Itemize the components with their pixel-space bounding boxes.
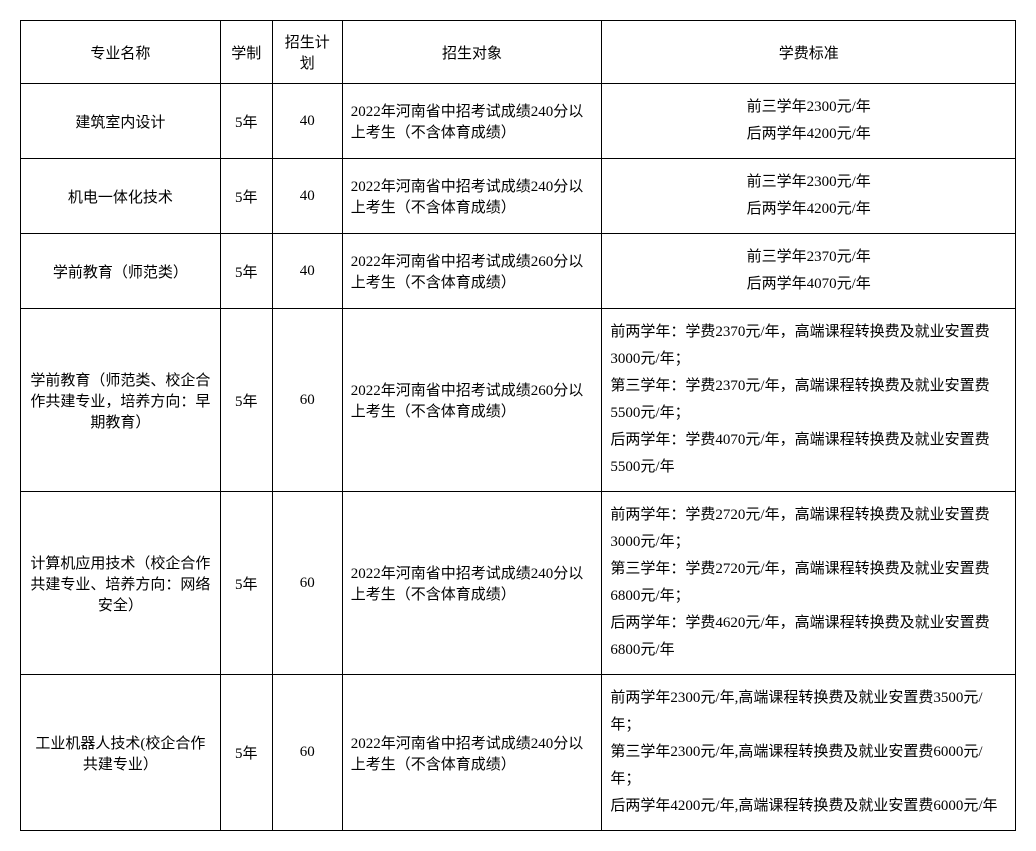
cell-duration: 5年 <box>220 309 272 492</box>
cell-plan: 40 <box>272 159 342 234</box>
cell-duration: 5年 <box>220 492 272 675</box>
tuition-line: 后两学年：学费4620元/年，高端课程转换费及就业安置费6800元/年 <box>610 610 1007 664</box>
table-header-row: 专业名称 学制 招生计划 招生对象 学费标准 <box>21 21 1016 84</box>
cell-target: 2022年河南省中招考试成绩240分以上考生（不含体育成绩） <box>342 84 602 159</box>
cell-plan: 60 <box>272 309 342 492</box>
admission-table: 专业名称 学制 招生计划 招生对象 学费标准 建筑室内设计5年402022年河南… <box>20 20 1016 831</box>
table-row: 学前教育（师范类）5年402022年河南省中招考试成绩260分以上考生（不含体育… <box>21 234 1016 309</box>
tuition-line: 前两学年2300元/年,高端课程转换费及就业安置费3500元/年； <box>610 685 1007 739</box>
cell-plan: 60 <box>272 675 342 831</box>
cell-tuition: 前三学年2370元/年后两学年4070元/年 <box>602 234 1016 309</box>
tuition-line: 前三学年2370元/年 <box>610 244 1007 271</box>
cell-duration: 5年 <box>220 234 272 309</box>
header-major: 专业名称 <box>21 21 221 84</box>
cell-target: 2022年河南省中招考试成绩240分以上考生（不含体育成绩） <box>342 159 602 234</box>
table-row: 机电一体化技术5年402022年河南省中招考试成绩240分以上考生（不含体育成绩… <box>21 159 1016 234</box>
tuition-line: 前两学年：学费2370元/年，高端课程转换费及就业安置费3000元/年； <box>610 319 1007 373</box>
tuition-line: 前三学年2300元/年 <box>610 94 1007 121</box>
cell-major: 工业机器人技术(校企合作共建专业） <box>21 675 221 831</box>
header-target: 招生对象 <box>342 21 602 84</box>
cell-major: 计算机应用技术（校企合作共建专业、培养方向：网络安全） <box>21 492 221 675</box>
table-row: 工业机器人技术(校企合作共建专业）5年602022年河南省中招考试成绩240分以… <box>21 675 1016 831</box>
tuition-line: 第三学年：学费2370元/年，高端课程转换费及就业安置费5500元/年； <box>610 373 1007 427</box>
cell-plan: 60 <box>272 492 342 675</box>
cell-major: 建筑室内设计 <box>21 84 221 159</box>
cell-tuition: 前三学年2300元/年后两学年4200元/年 <box>602 84 1016 159</box>
table-row: 计算机应用技术（校企合作共建专业、培养方向：网络安全）5年602022年河南省中… <box>21 492 1016 675</box>
tuition-line: 后两学年4200元/年 <box>610 121 1007 148</box>
tuition-line: 第三学年：学费2720元/年，高端课程转换费及就业安置费6800元/年； <box>610 556 1007 610</box>
tuition-line: 后两学年：学费4070元/年，高端课程转换费及就业安置费5500元/年 <box>610 427 1007 481</box>
cell-plan: 40 <box>272 84 342 159</box>
table-row: 学前教育（师范类、校企合作共建专业，培养方向：早期教育）5年602022年河南省… <box>21 309 1016 492</box>
tuition-line: 后两学年4070元/年 <box>610 271 1007 298</box>
table-row: 建筑室内设计5年402022年河南省中招考试成绩240分以上考生（不含体育成绩）… <box>21 84 1016 159</box>
cell-major: 学前教育（师范类、校企合作共建专业，培养方向：早期教育） <box>21 309 221 492</box>
table-body: 建筑室内设计5年402022年河南省中招考试成绩240分以上考生（不含体育成绩）… <box>21 84 1016 831</box>
cell-target: 2022年河南省中招考试成绩240分以上考生（不含体育成绩） <box>342 492 602 675</box>
cell-tuition: 前两学年2300元/年,高端课程转换费及就业安置费3500元/年；第三学年230… <box>602 675 1016 831</box>
tuition-line: 第三学年2300元/年,高端课程转换费及就业安置费6000元/年； <box>610 739 1007 793</box>
header-tuition: 学费标准 <box>602 21 1016 84</box>
cell-target: 2022年河南省中招考试成绩240分以上考生（不含体育成绩） <box>342 675 602 831</box>
cell-target: 2022年河南省中招考试成绩260分以上考生（不含体育成绩） <box>342 309 602 492</box>
cell-plan: 40 <box>272 234 342 309</box>
cell-duration: 5年 <box>220 84 272 159</box>
cell-target: 2022年河南省中招考试成绩260分以上考生（不含体育成绩） <box>342 234 602 309</box>
tuition-line: 前两学年：学费2720元/年，高端课程转换费及就业安置费3000元/年； <box>610 502 1007 556</box>
cell-major: 机电一体化技术 <box>21 159 221 234</box>
header-duration: 学制 <box>220 21 272 84</box>
cell-major: 学前教育（师范类） <box>21 234 221 309</box>
tuition-line: 后两学年4200元/年,高端课程转换费及就业安置费6000元/年 <box>610 793 1007 820</box>
header-plan: 招生计划 <box>272 21 342 84</box>
cell-tuition: 前三学年2300元/年后两学年4200元/年 <box>602 159 1016 234</box>
cell-tuition: 前两学年：学费2370元/年，高端课程转换费及就业安置费3000元/年；第三学年… <box>602 309 1016 492</box>
tuition-line: 前三学年2300元/年 <box>610 169 1007 196</box>
cell-tuition: 前两学年：学费2720元/年，高端课程转换费及就业安置费3000元/年；第三学年… <box>602 492 1016 675</box>
tuition-line: 后两学年4200元/年 <box>610 196 1007 223</box>
cell-duration: 5年 <box>220 159 272 234</box>
cell-duration: 5年 <box>220 675 272 831</box>
